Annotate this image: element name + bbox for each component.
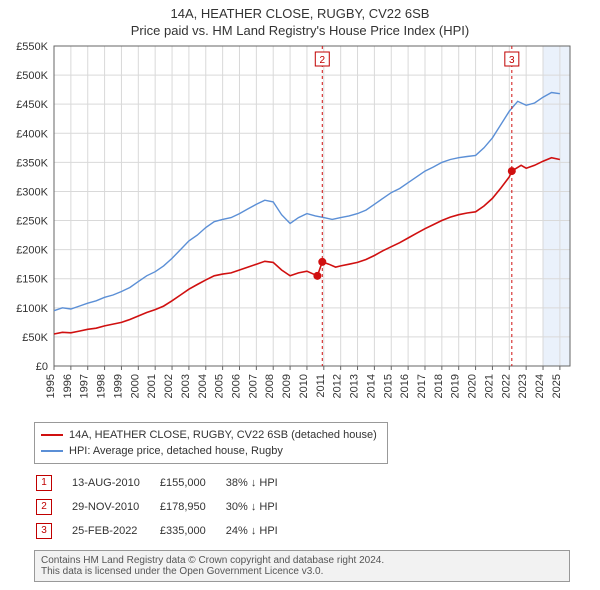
- x-tick-label: 2016: [399, 374, 411, 398]
- x-tick-label: 1995: [45, 374, 57, 398]
- legend-label: HPI: Average price, detached house, Rugb…: [69, 445, 283, 457]
- x-tick-label: 2021: [483, 374, 495, 398]
- x-tick-label: 2009: [281, 374, 293, 398]
- x-tick-label: 2013: [349, 374, 361, 398]
- x-tick-label: 2022: [500, 374, 512, 398]
- x-tick-label: 2024: [534, 374, 546, 398]
- y-tick-label: £250K: [16, 216, 48, 228]
- x-tick-label: 2014: [365, 374, 377, 398]
- footer-line1: Contains HM Land Registry data © Crown c…: [41, 555, 563, 566]
- event-date: 29-NOV-2010: [72, 496, 158, 518]
- footer-attribution: Contains HM Land Registry data © Crown c…: [34, 550, 570, 582]
- legend: 14A, HEATHER CLOSE, RUGBY, CV22 6SB (det…: [34, 422, 388, 464]
- event-delta: 30% ↓ HPI: [226, 496, 296, 518]
- x-tick-label: 2018: [433, 374, 445, 398]
- event-row: 3 25-FEB-2022£335,00024% ↓ HPI: [36, 520, 296, 542]
- legend-swatch: [41, 450, 63, 452]
- events-table: 1 13-AUG-2010£155,00038% ↓ HPI 2 29-NOV-201…: [34, 470, 298, 544]
- footer-line2: This data is licensed under the Open Gov…: [41, 566, 563, 577]
- event-delta: 38% ↓ HPI: [226, 472, 296, 494]
- x-tick-label: 2002: [163, 374, 175, 398]
- event-date: 25-FEB-2022: [72, 520, 158, 542]
- x-tick-label: 2025: [551, 374, 563, 398]
- event-marker-2: 2: [320, 55, 326, 66]
- event-row: 1 13-AUG-2010£155,00038% ↓ HPI: [36, 472, 296, 494]
- x-tick-label: 1997: [79, 374, 91, 398]
- x-tick-label: 2007: [247, 374, 259, 398]
- y-tick-label: £550K: [16, 42, 48, 53]
- legend-swatch: [41, 434, 63, 436]
- event-marker-3: 3: [509, 55, 515, 66]
- y-tick-label: £300K: [16, 186, 48, 198]
- x-tick-label: 2017: [416, 374, 428, 398]
- legend-label: 14A, HEATHER CLOSE, RUGBY, CV22 6SB (det…: [69, 429, 377, 441]
- x-tick-label: 2003: [180, 374, 192, 398]
- y-tick-label: £400K: [16, 128, 48, 140]
- y-tick-label: £50K: [22, 332, 48, 344]
- x-tick-label: 2001: [146, 374, 158, 398]
- event-dot-2: [318, 258, 326, 266]
- x-tick-label: 2020: [467, 374, 479, 398]
- y-tick-label: £100K: [16, 303, 48, 315]
- x-tick-label: 2005: [214, 374, 226, 398]
- line-chart-svg: £0 £50K £100K £150K £200K £250K £300K £350K £400…: [0, 42, 600, 416]
- x-tick-label: 2023: [517, 374, 529, 398]
- y-tick-label: £150K: [16, 274, 48, 286]
- page-title-line1: 14A, HEATHER CLOSE, RUGBY, CV22 6SB: [0, 6, 600, 21]
- x-tick-label: 2012: [332, 374, 344, 398]
- event-marker-box: 3: [36, 523, 52, 539]
- event-price: £155,000: [160, 472, 224, 494]
- x-tick-label: 2011: [315, 374, 327, 398]
- event-dot-3: [508, 167, 516, 175]
- event-price: £335,000: [160, 520, 224, 542]
- x-tick-label: 1998: [96, 374, 108, 398]
- event-marker-box: 1: [36, 475, 52, 491]
- x-tick-label: 2000: [129, 374, 141, 398]
- legend-item: HPI: Average price, detached house, Rugb…: [41, 443, 377, 459]
- event-date: 13-AUG-2010: [72, 472, 158, 494]
- x-tick-label: 2006: [230, 374, 242, 398]
- y-tick-label: £0: [36, 361, 48, 373]
- x-tick-label: 2015: [382, 374, 394, 398]
- x-tick-label: 2010: [298, 374, 310, 398]
- event-delta: 24% ↓ HPI: [226, 520, 296, 542]
- x-tick-label: 2008: [264, 374, 276, 398]
- page-title-line2: Price paid vs. HM Land Registry's House …: [0, 23, 600, 38]
- x-tick-label: 2019: [450, 374, 462, 398]
- event-row: 2 29-NOV-2010£178,95030% ↓ HPI: [36, 496, 296, 518]
- y-tick-label: £350K: [16, 157, 48, 169]
- x-tick-label: 2004: [197, 374, 209, 398]
- event-dot-1: [313, 272, 321, 280]
- y-tick-label: £450K: [16, 99, 48, 111]
- y-tick-label: £200K: [16, 245, 48, 257]
- x-tick-label: 1996: [62, 374, 74, 398]
- chart-area: £0 £50K £100K £150K £200K £250K £300K £350K £400…: [0, 42, 600, 416]
- event-price: £178,950: [160, 496, 224, 518]
- event-marker-box: 2: [36, 499, 52, 515]
- legend-item: 14A, HEATHER CLOSE, RUGBY, CV22 6SB (det…: [41, 427, 377, 443]
- y-tick-label: £500K: [16, 70, 48, 82]
- x-tick-label: 1999: [112, 374, 124, 398]
